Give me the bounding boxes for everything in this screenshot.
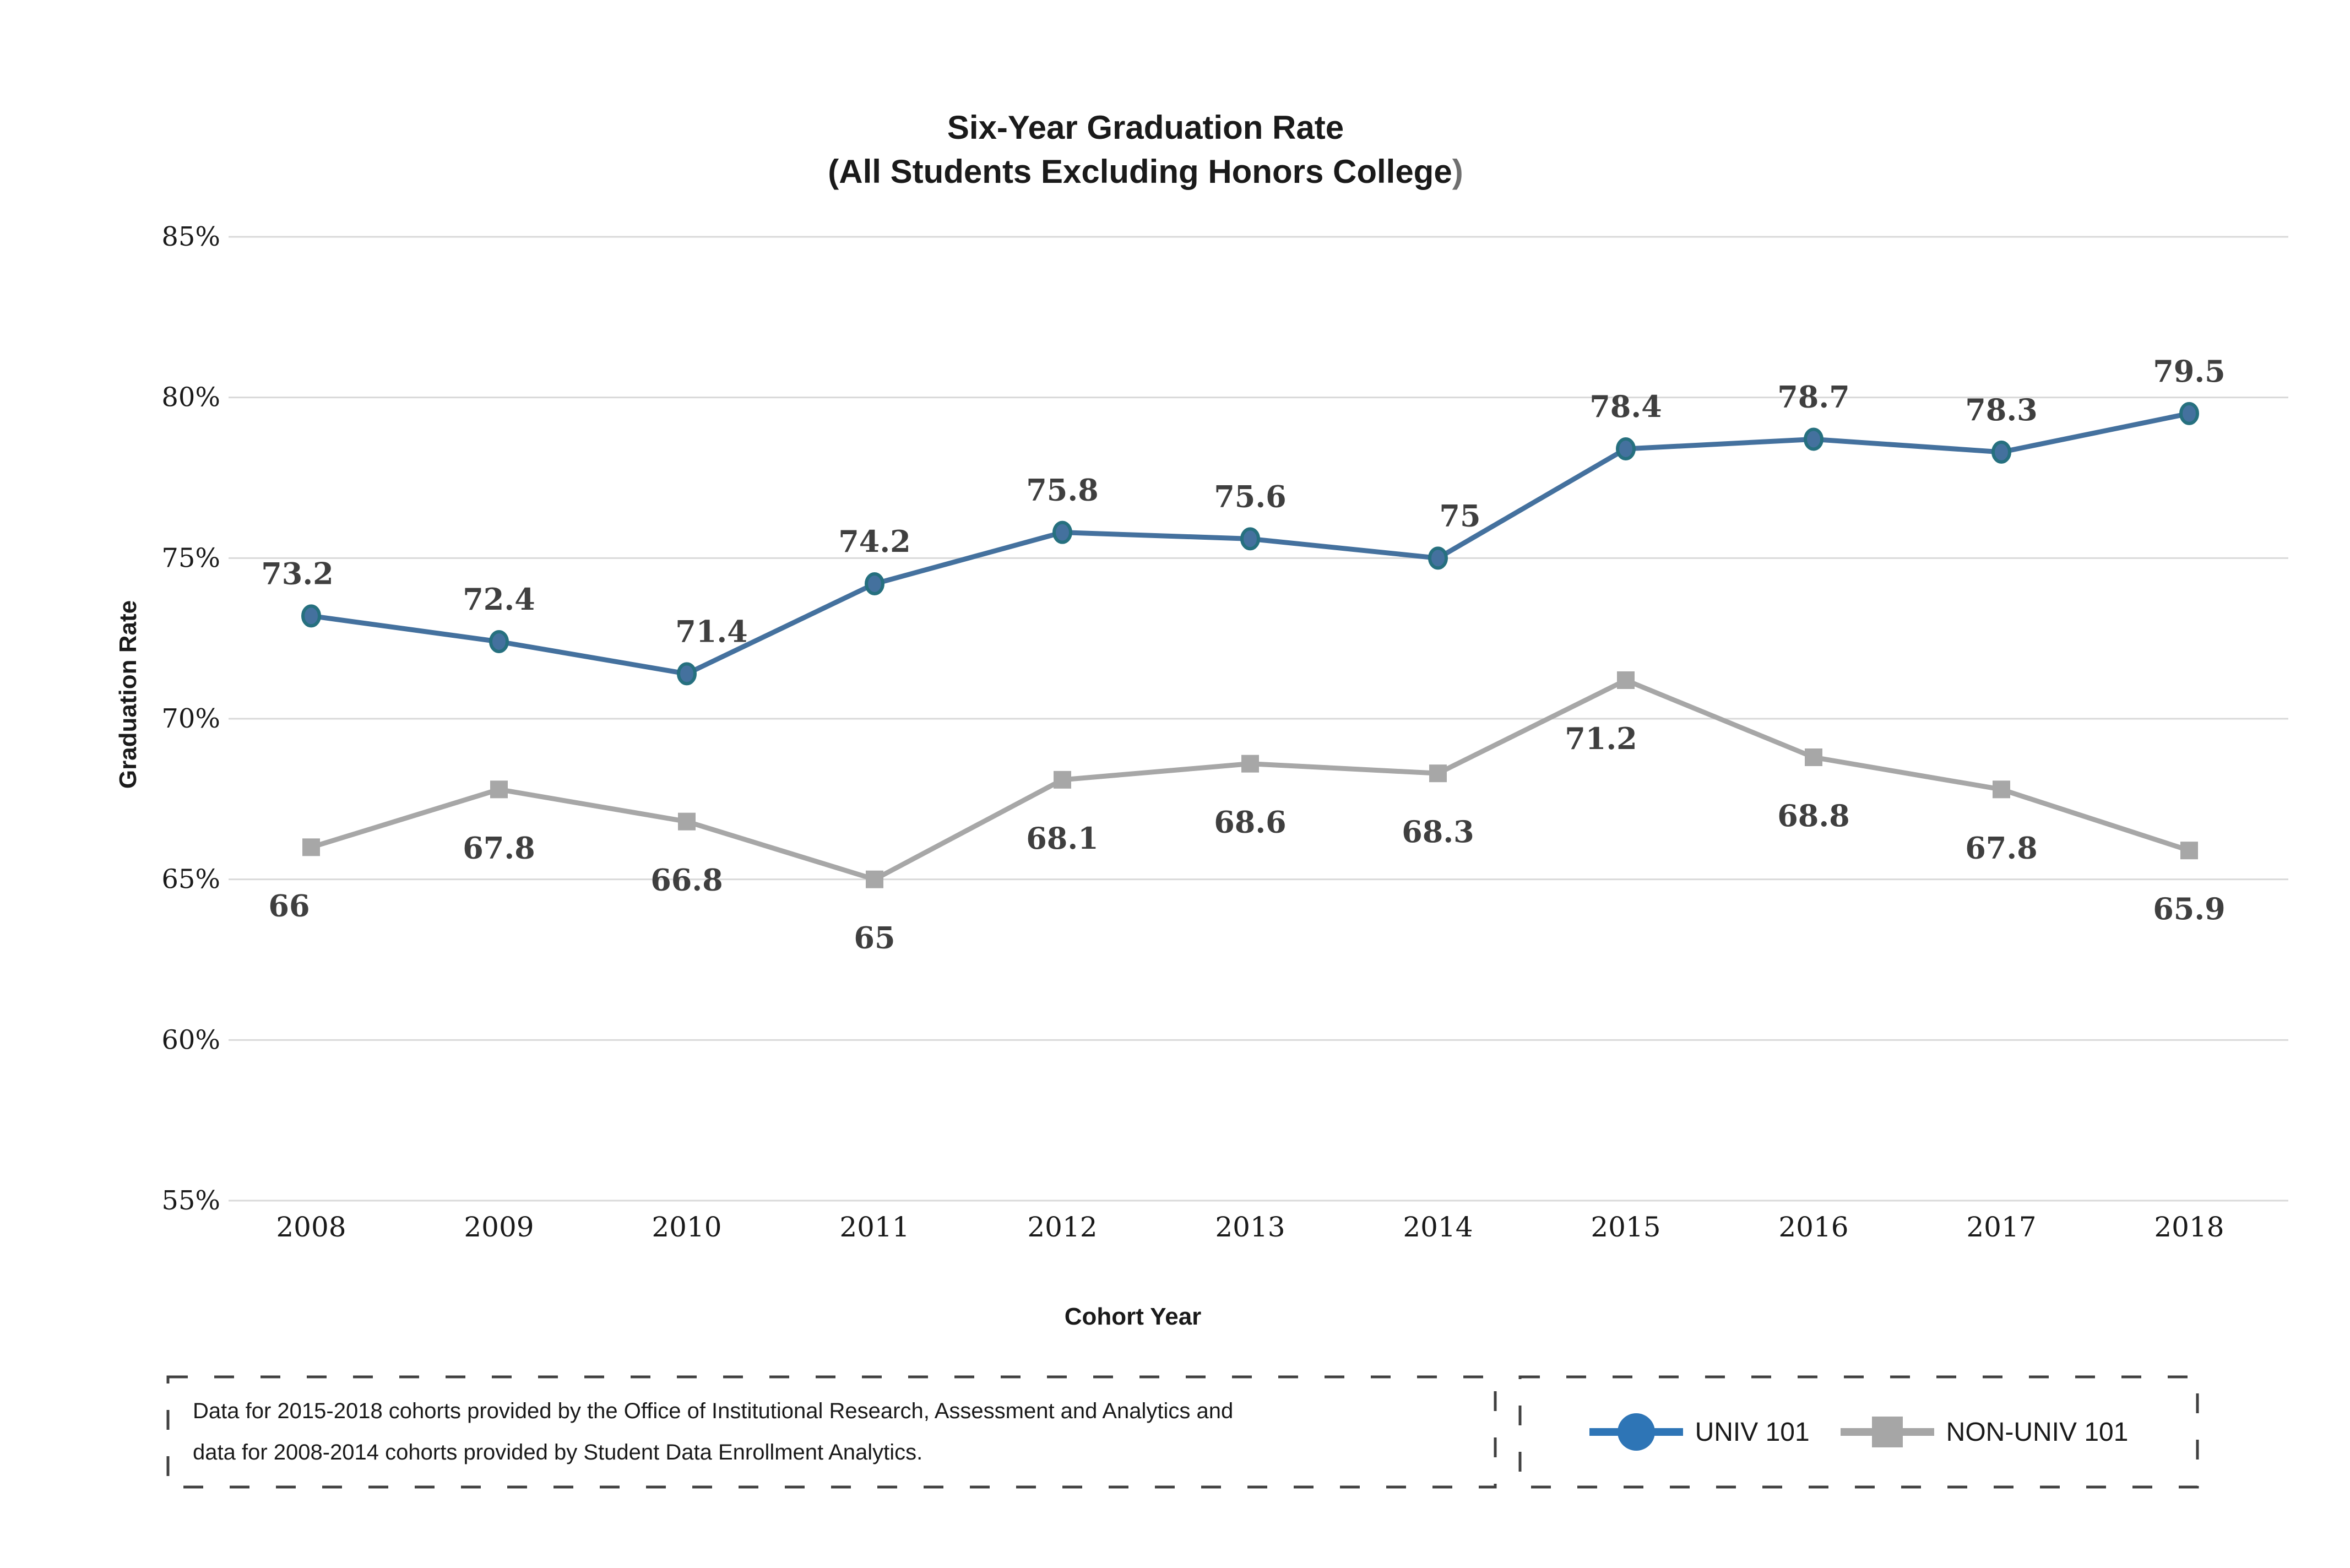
y-tick-label: 85% [161,221,220,252]
data-point-marker-non-univ-101 [302,838,320,856]
x-tick-label: 2013 [1215,1211,1285,1243]
footnote-line2: data for 2008-2014 cohorts provided by S… [193,1440,923,1464]
data-point-label-univ-101: 71.4 [675,614,748,649]
data-point-label-univ-101: 78.3 [1965,392,2038,427]
data-point-marker-univ-101 [1804,427,1823,451]
data-point-label-univ-101: 75.8 [1026,473,1099,508]
chart-title-line2-paren: ) [1452,153,1463,190]
data-point-label-univ-101: 75.6 [1214,479,1287,514]
x-tick-label: 2017 [1966,1211,2036,1243]
y-tick-label: 60% [161,1024,220,1055]
data-point-label-non-univ-101: 68.8 [1777,798,1850,833]
data-point-label-non-univ-101: 66 [268,888,310,923]
legend-entry-univ-101: UNIV 101 [1589,1407,1810,1457]
data-point-label-non-univ-101: 68.6 [1214,805,1287,840]
chart-title-line1: Six-Year Graduation Rate [947,109,1344,146]
footnote-box-border [166,1375,1497,1489]
legend-univ-101-label: UNIV 101 [1695,1417,1810,1447]
data-point-label-non-univ-101: 67.8 [1965,830,2038,865]
y-tick-label: 65% [161,864,220,895]
footnote-box: Data for 2015-2018 cohorts provided by t… [168,1377,1495,1487]
data-point-marker-univ-101 [1240,527,1260,551]
chart-title-line2-main: (All Students Excluding Honors College [828,153,1452,190]
x-tick-label: 2008 [276,1211,346,1243]
data-point-marker-univ-101 [865,572,884,595]
data-point-label-univ-101: 72.4 [463,582,535,617]
y-tick-label: 80% [161,382,220,413]
legend-non-univ-101-marker-icon [1840,1417,1934,1447]
data-point-marker-univ-101 [1991,440,2011,464]
data-point-marker-non-univ-101 [1054,771,1071,789]
data-point-label-univ-101: 74.2 [838,524,911,559]
legend-non-univ-101-label: NON-UNIV 101 [1946,1417,2129,1447]
data-point-marker-univ-101 [677,662,697,686]
data-point-label-univ-101: 78.4 [1589,389,1662,424]
legend: UNIV 101 NON-UNIV 101 [1520,1377,2197,1487]
data-point-marker-non-univ-101 [1805,748,1822,766]
data-point-marker-univ-101 [301,604,321,628]
data-point-marker-non-univ-101 [2180,842,2198,860]
data-point-marker-non-univ-101 [1429,764,1447,783]
x-tick-label: 2018 [2154,1211,2224,1243]
data-point-marker-non-univ-101 [1993,780,2010,799]
data-point-label-non-univ-101: 68.3 [1402,814,1474,849]
data-point-marker-non-univ-101 [1617,671,1635,689]
x-tick-label: 2010 [652,1211,721,1243]
legend-univ-101-marker-icon [1589,1413,1683,1451]
data-point-marker-univ-101 [2179,402,2199,425]
y-tick-label: 55% [161,1185,220,1216]
data-point-marker-univ-101 [1616,437,1636,460]
x-tick-label: 2009 [464,1211,534,1243]
y-axis-title: Graduation Rate [115,600,142,789]
y-tick-label: 70% [161,703,220,734]
data-point-marker-non-univ-101 [1241,755,1259,773]
legend-entry-non-univ-101: NON-UNIV 101 [1840,1407,2129,1457]
series-line-non-univ-101 [310,677,2190,882]
data-point-label-non-univ-101: 66.8 [650,862,723,898]
data-point-marker-univ-101 [1052,520,1072,544]
data-point-label-non-univ-101: 67.8 [463,830,535,865]
data-point-label-univ-101: 79.5 [2153,354,2226,389]
data-point-label-non-univ-101: 71.2 [1565,721,1637,756]
data-point-marker-non-univ-101 [490,780,508,799]
data-point-label-univ-101: 78.7 [1777,379,1850,415]
data-point-label-univ-101: 73.2 [261,556,334,591]
data-point-label-non-univ-101: 65 [854,920,895,956]
x-axis-title: Cohort Year [1064,1303,1202,1330]
data-point-label-non-univ-101: 68.1 [1026,821,1099,856]
x-tick-label: 2012 [1027,1211,1097,1243]
x-tick-label: 2016 [1778,1211,1848,1243]
data-point-label-non-univ-101: 65.9 [2153,891,2226,926]
data-point-marker-univ-101 [1428,546,1448,570]
y-tick-label: 75% [161,542,220,573]
chart-title: Six-Year Graduation Rate (All Students E… [0,106,2291,194]
data-point-marker-non-univ-101 [866,870,883,888]
x-tick-label: 2011 [839,1211,909,1243]
x-tick-label: 2015 [1591,1211,1660,1243]
x-tick-label: 2014 [1403,1211,1473,1243]
data-point-label-univ-101: 75 [1439,498,1480,533]
data-point-marker-univ-101 [489,630,509,653]
data-point-marker-non-univ-101 [678,812,696,831]
chart-title-line2: (All Students Excluding Honors College) [0,150,2291,194]
legend-box-border [1518,1375,2199,1489]
footnote-line1: Data for 2015-2018 cohorts provided by t… [193,1399,1234,1423]
